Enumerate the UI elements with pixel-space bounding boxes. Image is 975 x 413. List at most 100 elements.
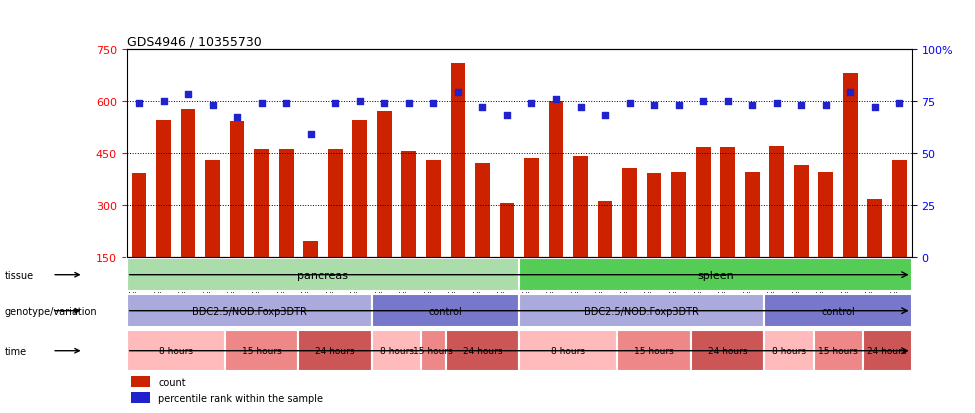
FancyBboxPatch shape [617,331,691,371]
Text: BDC2.5/NOD.Foxp3DTR: BDC2.5/NOD.Foxp3DTR [192,306,307,316]
Point [425,100,441,107]
Bar [131,376,150,387]
Bar [549,102,564,309]
FancyBboxPatch shape [519,331,617,371]
Point [598,113,613,119]
Bar [622,169,637,309]
FancyBboxPatch shape [519,294,764,328]
Point [891,100,907,107]
Text: percentile rank within the sample: percentile rank within the sample [158,393,323,403]
Bar [499,204,514,309]
Point [695,98,711,105]
Point [450,90,466,97]
Bar [132,174,146,309]
Point [401,100,416,107]
FancyBboxPatch shape [519,259,912,292]
Text: genotype/variation: genotype/variation [5,306,98,316]
Bar [598,202,612,309]
Text: 24 hours: 24 hours [708,347,748,355]
Bar [426,160,441,309]
Bar [745,172,760,309]
Bar [892,160,907,309]
Bar [279,150,293,309]
Text: 15 hours: 15 hours [818,347,858,355]
Point [524,100,539,107]
Text: 8 hours: 8 hours [551,347,585,355]
FancyBboxPatch shape [446,331,519,371]
Bar [402,152,416,309]
FancyBboxPatch shape [421,331,446,371]
Bar [818,172,833,309]
Bar [254,150,269,309]
Point [867,104,882,111]
Bar [377,112,392,309]
Point [156,98,172,105]
Point [279,100,294,107]
Bar [450,63,465,309]
Text: control: control [429,306,462,316]
Text: control: control [821,306,855,316]
Point [180,92,196,99]
Bar [843,74,858,309]
FancyBboxPatch shape [127,294,372,328]
FancyBboxPatch shape [298,331,372,371]
Point [622,100,638,107]
Point [572,104,588,111]
Point [720,98,735,105]
Point [132,100,147,107]
Point [842,90,858,97]
Bar [769,146,784,309]
Text: 24 hours: 24 hours [868,347,907,355]
FancyBboxPatch shape [813,331,863,371]
Bar [671,172,686,309]
FancyBboxPatch shape [764,331,813,371]
Point [328,100,343,107]
Point [794,102,809,109]
Point [475,104,490,111]
Bar [131,392,150,403]
Bar [646,174,661,309]
Point [646,102,662,109]
Bar [525,159,539,309]
FancyBboxPatch shape [691,331,764,371]
Text: spleen: spleen [697,270,734,280]
Bar [328,150,342,309]
Bar [230,122,245,309]
Point [769,100,785,107]
Text: 24 hours: 24 hours [463,347,502,355]
Bar [721,148,735,309]
Text: 24 hours: 24 hours [316,347,355,355]
FancyBboxPatch shape [225,331,298,371]
FancyBboxPatch shape [127,259,519,292]
Text: tissue: tissue [5,270,34,280]
Text: pancreas: pancreas [297,270,348,280]
FancyBboxPatch shape [764,294,912,328]
Text: 8 hours: 8 hours [159,347,193,355]
Text: 15 hours: 15 hours [634,347,674,355]
FancyBboxPatch shape [127,331,225,371]
Point [818,102,834,109]
Bar [794,166,808,309]
Bar [696,148,711,309]
Point [303,131,319,138]
FancyBboxPatch shape [863,331,912,371]
Bar [206,160,220,309]
Text: 8 hours: 8 hours [772,347,806,355]
Text: 15 hours: 15 hours [413,347,453,355]
Text: BDC2.5/NOD.Foxp3DTR: BDC2.5/NOD.Foxp3DTR [584,306,699,316]
FancyBboxPatch shape [372,294,519,328]
Text: count: count [158,377,186,387]
Bar [475,164,489,309]
Bar [868,200,882,309]
Text: GDS4946 / 10355730: GDS4946 / 10355730 [127,36,261,48]
FancyBboxPatch shape [372,331,421,371]
Point [548,96,564,103]
Text: time: time [5,346,27,356]
Bar [352,121,368,309]
Bar [573,157,588,309]
Point [376,100,392,107]
Bar [156,121,171,309]
Point [229,115,245,121]
Point [499,113,515,119]
Bar [303,242,318,309]
